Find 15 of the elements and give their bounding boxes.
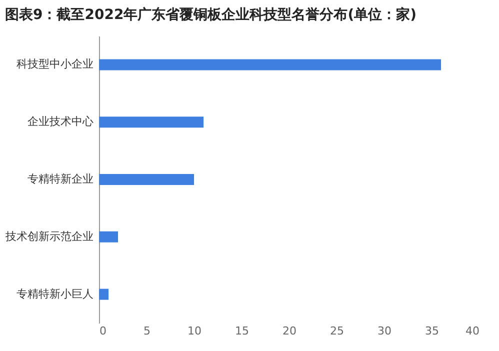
x-tick-label: 40 bbox=[466, 324, 480, 338]
x-tick-label: 0 bbox=[100, 324, 106, 338]
x-tick-label: 20 bbox=[282, 324, 296, 338]
y-tick-label: 专精特新企业 bbox=[28, 172, 94, 186]
x-tick-label: 5 bbox=[144, 324, 150, 338]
y-tick-label: 企业技术中心 bbox=[28, 115, 94, 128]
x-tick-label: 15 bbox=[235, 324, 249, 338]
x-tick-label: 35 bbox=[425, 324, 439, 338]
x-tick-label: 25 bbox=[330, 324, 344, 338]
chart-title: 图表9：截至2022年广东省覆铜板企业科技型名誉分布(单位：家) bbox=[5, 6, 417, 23]
y-tick-label: 技术创新示范企业 bbox=[4, 230, 94, 243]
y-tick-label: 科技型中小企业 bbox=[16, 58, 94, 71]
y-tick-label: 专精特新小巨人 bbox=[16, 287, 94, 300]
x-tick-label: 30 bbox=[378, 324, 392, 338]
x-tick-label: 10 bbox=[188, 324, 202, 338]
